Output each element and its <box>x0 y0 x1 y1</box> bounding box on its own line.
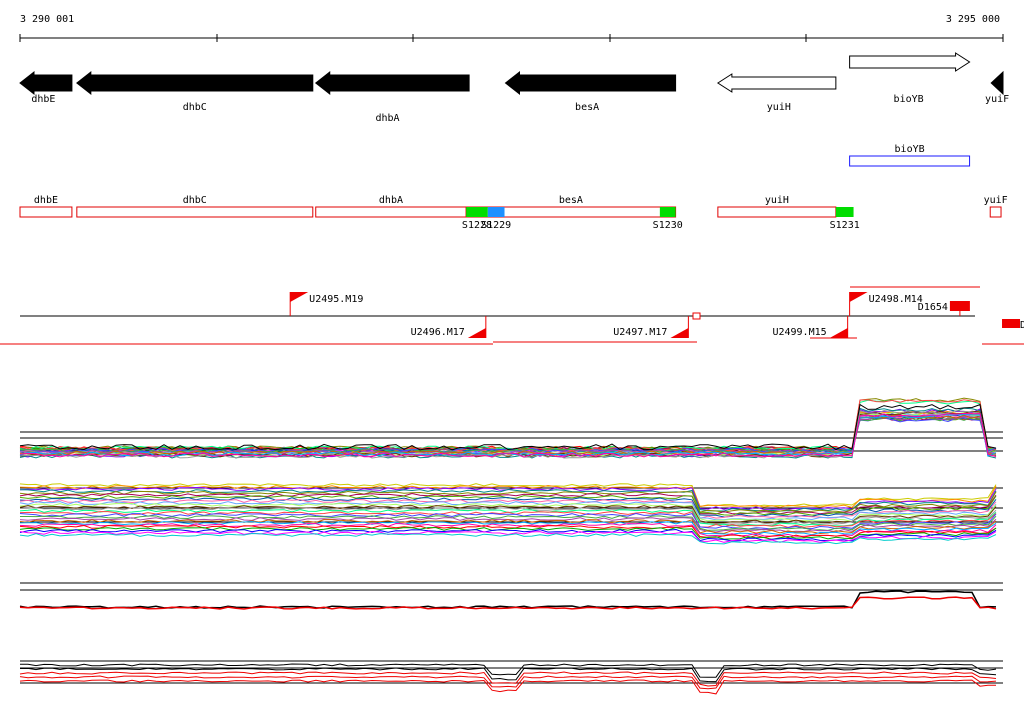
expression-profile-line <box>19 671 997 687</box>
expression-profile-line <box>19 496 997 518</box>
gene-label-yuiF: yuiF <box>985 94 1009 105</box>
expression-profile-line <box>19 524 997 539</box>
gene-arrow-besA <box>504 70 677 96</box>
segment-label-D1: D1 <box>1020 320 1024 331</box>
gene-label-dhbE: dhbE <box>31 94 55 105</box>
gene-label-yuiH: yuiH <box>767 102 791 113</box>
gene-arrow-dhbA <box>314 70 470 96</box>
expression-profile-line <box>19 675 997 690</box>
expression-profile-line <box>20 515 997 531</box>
segment-label-U2498.M14: U2498.M14 <box>869 294 923 305</box>
transcript-label-bioYB: bioYB <box>895 144 925 155</box>
expression-profile-line <box>19 416 997 454</box>
gene-arrow-dhbE <box>19 70 73 96</box>
ruler-end-label: 3 295 000 <box>946 14 1000 25</box>
expression-profile-line <box>19 506 997 525</box>
coordinate-ruler: 3 290 001 3 295 000 <box>19 14 1004 42</box>
segment-label-U2499.M15: U2499.M15 <box>772 327 826 338</box>
expression-profile-line <box>19 500 997 521</box>
expression-profile-line <box>19 663 997 678</box>
expression-profile-line <box>19 512 997 530</box>
segment-flag-U2495.M19 <box>290 292 309 302</box>
expression-profile-line <box>19 414 997 456</box>
expression-profile-line <box>19 519 997 535</box>
gene-arrow-yuiF <box>990 70 1004 96</box>
segment-flag-U2497.M17 <box>670 328 689 338</box>
expression-profile-line <box>19 521 997 536</box>
gene-label-dhbC: dhbC <box>183 102 207 113</box>
cds-label-yuiF: yuiF <box>984 195 1008 206</box>
expression-profile-line <box>19 488 997 512</box>
segment-label-U2496.M17: U2496.M17 <box>411 327 465 338</box>
expression-profile-line <box>19 399 997 451</box>
expression-profile-line <box>19 409 997 459</box>
sigma-site-S1229 <box>487 207 505 217</box>
gene-arrow-bioYB <box>849 52 971 72</box>
sigma-label-S1230: S1230 <box>653 220 683 231</box>
gene-arrow-yuiH <box>716 73 837 93</box>
expression-profile-line <box>19 590 997 609</box>
segment-label-U2495.M19: U2495.M19 <box>309 294 363 305</box>
cds-box-dhbE <box>19 206 73 218</box>
sigma-label-S1229: S1229 <box>481 220 511 231</box>
segment-track: U2495.M19 U2496.M17 U2497.M17 U2499.M15 U249… <box>0 286 1024 345</box>
gene-arrow-dhbC <box>76 70 314 96</box>
expression-profile-line <box>19 502 997 523</box>
sigma-site-S1230 <box>659 207 676 217</box>
expression-profile-line <box>19 490 997 513</box>
cds-box-dhbA <box>315 206 467 218</box>
expression-profile-line <box>19 511 997 528</box>
expression-profile-line <box>19 415 997 451</box>
gene-label-bioYB: bioYB <box>894 94 924 105</box>
expression-profile-line <box>19 532 997 545</box>
cds-label-yuiH: yuiH <box>765 195 789 206</box>
expression-profile-line <box>19 412 997 458</box>
sigma-label-S1231: S1231 <box>830 220 860 231</box>
expression-profile-line <box>19 505 997 524</box>
expression-profile-line <box>19 596 997 610</box>
segment-flag-U2496.M17 <box>467 328 486 338</box>
segment-block-D1 <box>1002 319 1021 328</box>
ruler-start-label: 3 290 001 <box>20 14 74 25</box>
cds-box-dhbC <box>76 206 314 218</box>
transcript-track: bioYB <box>849 144 971 167</box>
expression-profile-line <box>19 399 997 452</box>
expression-profile-line <box>19 526 997 540</box>
expression-profile-line <box>19 679 997 695</box>
cds-label-besA: besA <box>559 195 583 206</box>
cds-box-yuiH <box>717 206 837 218</box>
segment-block-D1654 <box>949 301 970 311</box>
sigma-site-S1231 <box>835 207 854 217</box>
segment-flag-U2498.M14 <box>849 292 868 302</box>
expression-profile-line <box>19 667 997 683</box>
cds-label-dhbC: dhbC <box>183 195 207 206</box>
segment-label-D1654: D1654 <box>918 302 948 313</box>
expression-tracks <box>19 397 1003 695</box>
cds-label-dhbE: dhbE <box>34 195 58 206</box>
segment-label-U2497.M17: U2497.M17 <box>613 327 667 338</box>
gene-label-besA: besA <box>575 102 599 113</box>
expression-profile-line <box>19 483 997 508</box>
gene-label-dhbA: dhbA <box>375 113 399 124</box>
gene-track: dhbE dhbC dhbA besA yuiH bioYB yuiF <box>19 52 1009 124</box>
sigma-label-S1228: S1228 <box>462 220 492 231</box>
segment-flag-U2499.M15 <box>829 328 848 338</box>
expression-profile-line <box>19 484 997 509</box>
segment-junction-marker <box>692 312 701 320</box>
expression-profile-line <box>19 403 997 451</box>
cds-box-yuiF <box>989 206 1002 218</box>
transcript-box-bioYB <box>849 155 971 167</box>
expression-profile-line <box>19 397 997 451</box>
cds-label-dhbA: dhbA <box>379 195 403 206</box>
sigma-site-S1228 <box>466 207 488 217</box>
